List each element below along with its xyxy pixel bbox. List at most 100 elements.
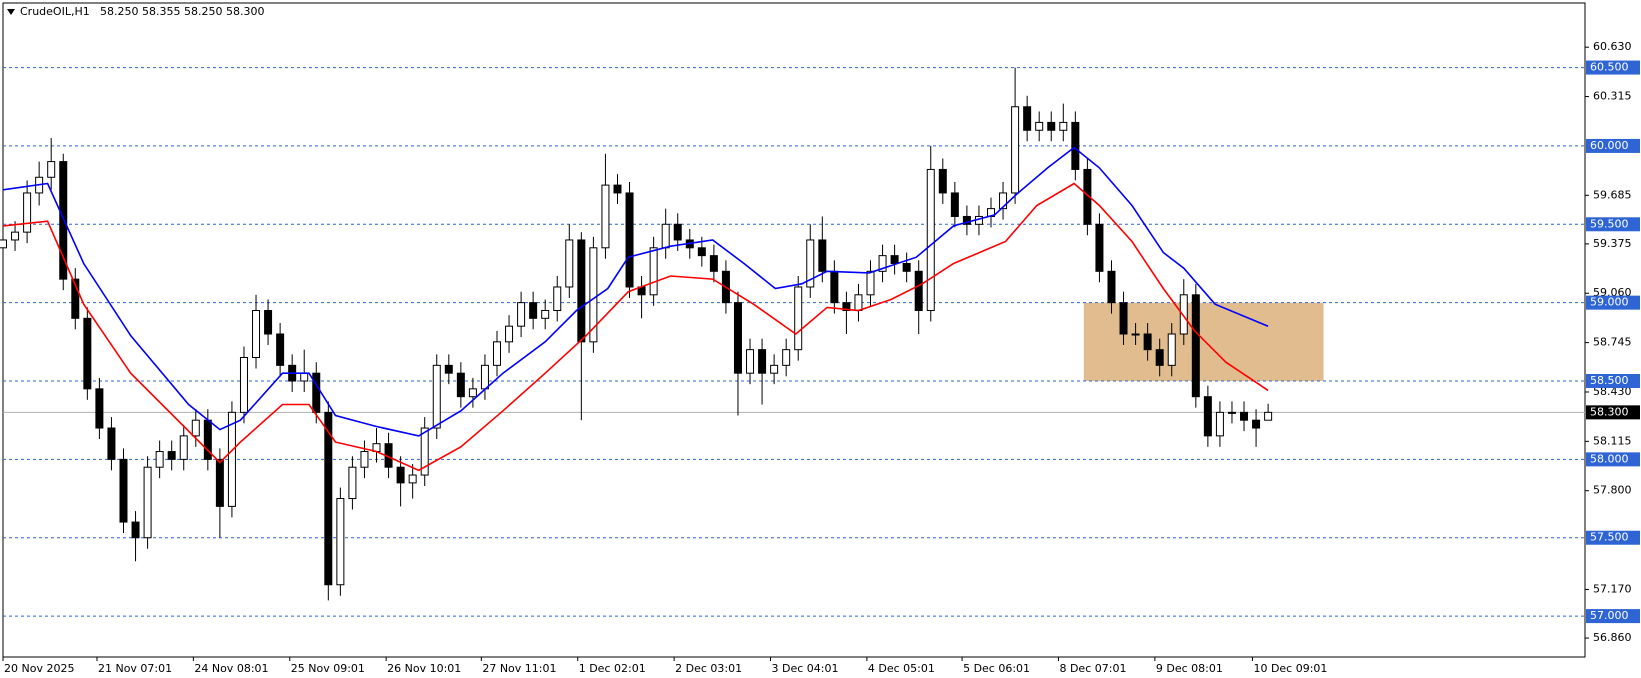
candle-body [119,458,128,523]
candle-body [1059,121,1068,131]
level-label: 57.500 [1590,531,1629,544]
x-tick-label: 5 Dec 06:01 [963,662,1030,675]
candle-body [179,435,188,460]
candle-body [11,231,20,241]
candle-body [1203,396,1212,437]
candle-body [83,317,92,390]
level-label: 58.000 [1590,452,1629,465]
candle-body [300,372,309,382]
level-label: 58.500 [1590,374,1629,387]
y-tick-label: 56.860 [1593,631,1632,644]
candle-body [191,419,200,437]
candle-body [1227,411,1236,414]
plot-frame [2,2,1586,658]
level-label-box [1586,138,1640,153]
level-label-box [1586,217,1640,232]
candle-body [782,349,791,366]
symbol-title: CrudeOIL,H1 [20,5,90,18]
y-tick-label: 58.430 [1593,385,1632,398]
candle-body [1035,121,1044,131]
candle-body [420,427,429,476]
level-label-box [1586,374,1640,389]
candle-body [890,255,899,264]
x-tick-label: 2 Dec 03:01 [675,662,742,675]
candle-body [360,451,369,468]
candle-body [1083,168,1092,225]
candle-body [336,498,345,586]
candle-body [264,309,273,335]
level-label: 59.000 [1590,296,1629,309]
candle-body [131,521,140,539]
candle-body [456,372,465,398]
candle-body [0,239,7,249]
quote-text: 58.250 58.355 58.250 58.300 [100,5,264,18]
candle-body [1252,419,1261,429]
y-tick-label: 60.315 [1593,90,1632,103]
x-tick-label: 10 Dec 09:01 [1253,662,1327,675]
level-label: 59.500 [1590,217,1629,230]
level-label: 60.000 [1590,139,1629,152]
candle-body [1167,333,1176,366]
candle-body [794,286,803,351]
x-tick-label: 20 Nov 2025 [4,662,74,675]
candle-body [577,239,586,343]
candle-body [1191,294,1200,398]
candle-body [59,161,68,280]
candle-body [396,466,405,484]
candle-body [1131,333,1140,336]
x-tick-label: 26 Nov 10:01 [387,662,461,675]
candle-body [842,302,851,311]
candle-body [468,388,477,398]
candle-body [492,341,501,366]
level-label-box [1586,609,1640,624]
candle-body [938,168,947,194]
candle-body [252,309,261,359]
level-label-box [1586,452,1640,467]
candle-body [1264,411,1273,421]
candle-body [432,364,441,429]
candle-body [926,168,935,311]
candle-body [999,192,1008,210]
candle-body [902,262,911,272]
y-tick-label: 57.800 [1593,484,1632,497]
candle-body [878,255,887,272]
candle-body [95,388,104,429]
candle-body [348,466,357,500]
x-tick-label: 3 Dec 04:01 [772,662,839,675]
moving-average-line [2,146,1269,437]
candle-body [1240,411,1249,421]
candle-body [239,357,248,413]
candle-body [962,215,971,225]
candle-body [480,364,489,390]
candle-body [1119,302,1128,335]
level-label-box [1586,60,1640,75]
x-tick-label: 27 Nov 11:01 [482,662,556,675]
candle-body [673,223,682,241]
candle-body [625,192,634,288]
candle-body [661,223,670,249]
candle-body [565,239,574,288]
candle-body [324,411,333,586]
candle-body [697,247,706,257]
candle-body [746,349,755,374]
candle-body [227,411,236,507]
candle-body [1155,349,1164,366]
x-tick-label: 21 Nov 07:01 [98,662,172,675]
y-tick-label: 60.630 [1593,40,1632,53]
moving-average-line [2,182,1269,472]
candle-body [866,270,875,296]
candle-body [1095,223,1104,272]
collapse-arrow[interactable] [7,9,15,15]
candle-body [854,294,863,311]
candle-body [47,161,56,178]
level-label-box [1586,530,1640,545]
candle-body [1179,294,1188,335]
candle-body [818,239,827,272]
current-price-label: 58.300 [1590,405,1629,418]
candle-body [806,239,815,288]
candle-body [733,302,742,374]
level-label-box [1586,295,1640,310]
candle-body [914,270,923,311]
candle-body [649,247,658,296]
